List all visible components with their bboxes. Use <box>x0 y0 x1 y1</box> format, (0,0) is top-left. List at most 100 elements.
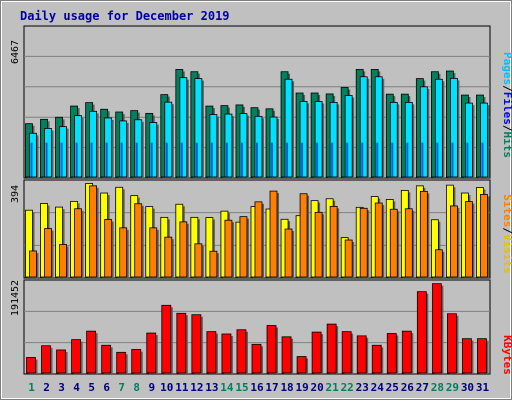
bar-pages-day-28 <box>436 142 439 177</box>
bar-pages-day-13 <box>210 142 213 177</box>
x-label-day-31: 31 <box>476 381 490 394</box>
bar-pages-day-12 <box>195 142 198 177</box>
x-label-day-6: 6 <box>103 381 110 394</box>
bar-kbytes-day-16 <box>251 343 262 374</box>
bar-files-day-6 <box>104 117 113 178</box>
bar-pages-day-7 <box>120 142 123 177</box>
bar-files-day-31 <box>480 102 488 178</box>
bar-files-day-19 <box>299 101 308 178</box>
x-label-day-25: 25 <box>386 381 399 394</box>
svg-text:Pages/Files/Hits: Pages/Files/Hits <box>501 52 512 158</box>
bar-sites-day-15 <box>239 216 248 278</box>
bar-sites-day-31 <box>480 194 488 278</box>
bar-pages-day-20 <box>316 142 319 177</box>
bar-sites-day-7 <box>119 227 128 278</box>
bar-pages-day-15 <box>240 142 243 177</box>
bar-sites-day-19 <box>299 193 308 278</box>
bar-kbytes-day-1 <box>26 357 36 374</box>
bar-pages-day-31 <box>481 142 484 177</box>
bar-kbytes-day-3 <box>56 349 66 374</box>
bar-kbytes-day-25 <box>386 333 397 374</box>
bar-sites-day-9 <box>149 227 158 278</box>
x-label-day-28: 28 <box>431 381 444 394</box>
bar-files-day-21 <box>329 101 338 178</box>
bar-sites-day-18 <box>284 228 293 278</box>
svg-text:KBytes: KBytes <box>501 335 512 375</box>
bar-sites-day-16 <box>254 201 263 278</box>
bar-files-day-5 <box>89 110 98 178</box>
bar-files-day-24 <box>374 76 383 178</box>
legend-bottom: KBytes <box>501 335 512 375</box>
bar-files-day-10 <box>164 101 173 178</box>
bar-sites-day-5 <box>89 185 98 278</box>
bar-visits-day-28 <box>430 219 439 278</box>
x-label-day-12: 12 <box>190 381 203 394</box>
bar-files-day-18 <box>284 78 293 178</box>
bar-files-day-15 <box>239 113 248 178</box>
legend-top: Pages/Files/Hits <box>501 52 512 158</box>
bar-files-day-27 <box>419 86 428 178</box>
bar-sites-day-4 <box>74 208 82 278</box>
legend-sep-2: / <box>501 125 512 132</box>
bar-pages-day-6 <box>105 142 108 177</box>
svg-text:Sites/Visits: Sites/Visits <box>501 194 512 274</box>
x-label-day-17: 17 <box>265 381 278 394</box>
y-max-label-bottom: 191452 <box>10 280 21 316</box>
bar-files-day-3 <box>59 126 67 178</box>
bar-kbytes-day-26 <box>401 330 412 374</box>
x-label-day-21: 21 <box>326 381 340 394</box>
x-label-day-5: 5 <box>88 381 95 394</box>
bar-sites-day-27 <box>419 190 428 278</box>
x-label-day-9: 9 <box>148 381 155 394</box>
bar-files-day-9 <box>149 122 158 178</box>
bar-files-day-2 <box>44 128 52 178</box>
bar-pages-day-22 <box>346 142 349 177</box>
bar-kbytes-day-31 <box>477 338 487 374</box>
bar-files-day-13 <box>209 114 218 178</box>
bar-sites-day-14 <box>224 219 233 278</box>
bar-kbytes-day-28 <box>431 283 442 374</box>
bar-files-day-4 <box>74 115 82 178</box>
x-label-day-10: 10 <box>160 381 173 394</box>
bar-visits-day-13 <box>205 217 214 278</box>
x-label-day-14: 14 <box>220 381 234 394</box>
bar-kbytes-day-13 <box>206 331 217 374</box>
bar-pages-day-16 <box>255 142 258 177</box>
bar-sites-day-25 <box>389 208 398 278</box>
bar-sites-day-1 <box>29 250 37 278</box>
bar-sites-day-22 <box>344 239 353 278</box>
x-label-day-16: 16 <box>250 381 264 394</box>
bar-kbytes-day-17 <box>266 325 277 374</box>
x-label-day-7: 7 <box>118 381 125 394</box>
bar-sites-day-23 <box>359 207 368 278</box>
bar-pages-day-11 <box>180 142 183 177</box>
bar-files-day-12 <box>194 78 203 178</box>
bar-kbytes-day-9 <box>146 332 157 374</box>
bar-pages-day-25 <box>391 142 394 177</box>
bar-sites-day-3 <box>59 244 67 278</box>
bar-kbytes-day-29 <box>447 313 457 374</box>
bar-pages-day-29 <box>451 142 454 177</box>
y-max-label-middle: 394 <box>10 185 21 203</box>
bar-pages-day-21 <box>331 142 334 177</box>
bar-files-day-22 <box>344 95 353 178</box>
bar-kbytes-day-21 <box>326 323 337 374</box>
y-max-label-top: 6467 <box>10 40 21 64</box>
bar-kbytes-day-24 <box>371 344 382 374</box>
bar-kbytes-day-11 <box>176 312 187 374</box>
x-axis-day-labels: 1 2 3 4 5 6 7 8 9 10 11 12 13 14 15 16 17 18 19 20 21 22 23 24 2… <box>28 381 489 394</box>
bar-pages-day-24 <box>376 142 379 177</box>
bar-sites-day-21 <box>329 205 338 278</box>
bar-files-day-30 <box>465 102 473 178</box>
bar-sites-day-6 <box>104 219 113 278</box>
bar-sites-day-28 <box>434 249 443 278</box>
bar-kbytes-day-7 <box>116 351 127 374</box>
legend-hits: Hits <box>501 132 512 159</box>
legend-files: Files <box>501 92 512 125</box>
x-label-day-15: 15 <box>235 381 248 394</box>
bar-files-day-7 <box>119 120 128 178</box>
bar-files-day-23 <box>359 76 368 178</box>
bar-kbytes-day-30 <box>462 338 472 374</box>
